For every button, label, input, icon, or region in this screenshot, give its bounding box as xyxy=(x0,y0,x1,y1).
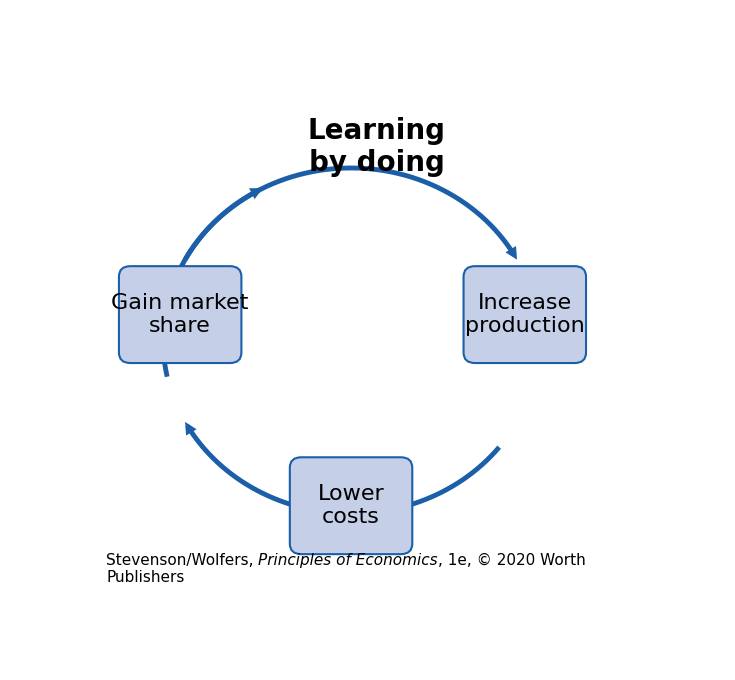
FancyBboxPatch shape xyxy=(290,457,412,554)
Text: , 1e, © 2020 Worth: , 1e, © 2020 Worth xyxy=(438,553,586,568)
FancyBboxPatch shape xyxy=(119,266,241,363)
Text: Learning
by doing: Learning by doing xyxy=(308,117,445,177)
Text: Stevenson/Wolfers,: Stevenson/Wolfers, xyxy=(106,553,259,568)
Text: Lower
costs: Lower costs xyxy=(318,484,384,527)
Text: Publishers: Publishers xyxy=(106,571,184,585)
FancyBboxPatch shape xyxy=(464,266,586,363)
Text: Principles of Economics: Principles of Economics xyxy=(259,553,438,568)
Text: Gain market
share: Gain market share xyxy=(112,293,249,336)
Text: Increase
production: Increase production xyxy=(465,293,584,336)
